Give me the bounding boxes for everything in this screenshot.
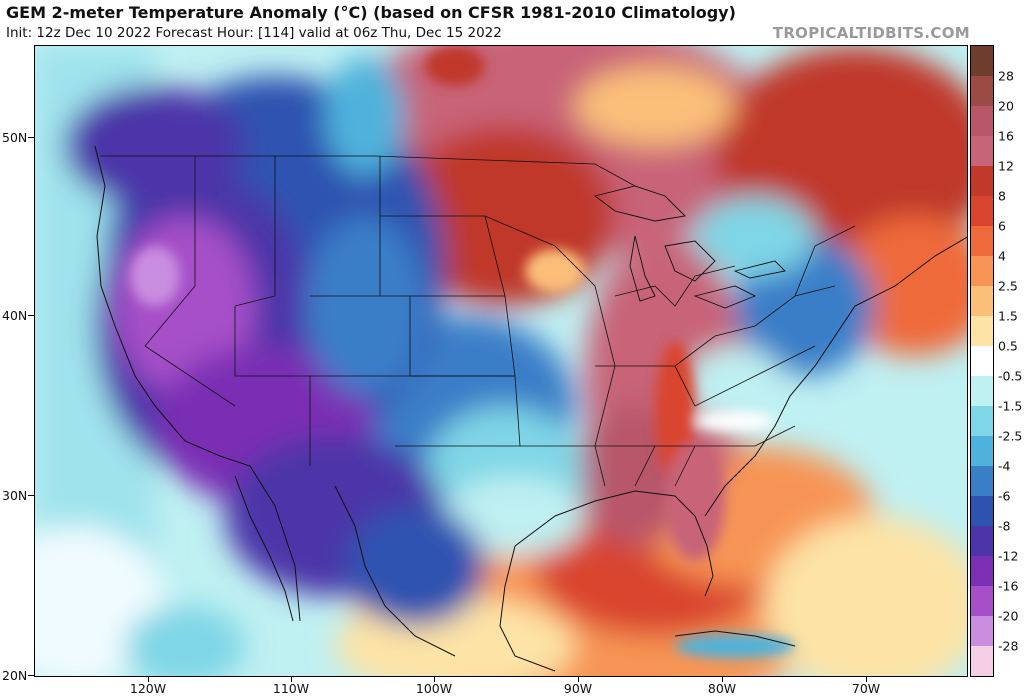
lon-label-100w: 100W [415,681,453,696]
colorbar-label: -12 [998,548,1019,564]
colorbar-swatch [971,646,993,676]
lon-tick-90w [578,677,579,682]
colorbar-swatch [971,316,993,347]
colorbar-swatch [971,376,993,407]
lon-tick-110w [291,677,292,682]
brand-watermark: TROPICALTIDBITS.COM [772,24,970,42]
colorbar-swatch [971,616,993,647]
colorbar-label: 1.5 [998,308,1018,324]
colorbar-label: 0.5 [998,338,1018,354]
colorbar-swatch [971,436,993,467]
colorbar-swatch [971,586,993,617]
colorbar-label: -20 [998,608,1019,624]
colorbar-swatch [971,256,993,287]
colorbar-swatch [971,526,993,557]
colorbar-label: 4 [998,248,1006,264]
lat-label-20n: 20N [2,668,28,683]
colorbar-label: 12 [998,158,1014,174]
colorbar-label: -0.5 [998,368,1023,384]
lat-tick-20n [28,675,34,676]
colorbar-label: -1.5 [998,398,1023,414]
colorbar-swatch [971,46,993,77]
lat-label-50n: 50N [2,130,28,145]
temperature-anomaly-map [34,45,968,677]
lon-tick-70w [866,677,867,682]
map-canvas [35,46,967,676]
lon-label-90w: 90W [563,681,593,696]
colorbar-swatch [971,136,993,167]
colorbar-swatch [971,76,993,107]
lat-tick-30n [28,495,34,496]
colorbar-swatch [971,346,993,377]
lon-label-70w: 70W [851,681,881,696]
colorbar-label: 20 [998,98,1014,114]
colorbar-swatch [971,406,993,437]
colorbar-swatch [971,466,993,497]
lon-label-110w: 110W [272,681,310,696]
lon-label-80w: 80W [707,681,737,696]
colorbar-swatch [971,226,993,257]
lon-tick-80w [722,677,723,682]
colorbar-swatch [971,166,993,197]
coastlines [94,145,967,672]
colorbar-label: 8 [998,188,1006,204]
lat-tick-50n [28,137,34,138]
colorbar-swatch [971,196,993,227]
colorbar-label: 6 [998,218,1006,234]
political-borders [100,155,856,487]
colorbar-label: 16 [998,128,1014,144]
colorbar-label: -6 [998,488,1011,504]
colorbar-label: -2.5 [998,428,1023,444]
lon-label-120w: 120W [129,681,167,696]
colorbar-swatch [971,496,993,527]
colorbar-label: 28 [998,68,1014,84]
lat-label-40n: 40N [2,308,28,323]
lat-tick-40n [28,315,34,316]
colorbar-label: -28 [998,638,1019,654]
colorbar-swatch [971,556,993,587]
lon-tick-100w [434,677,435,682]
map-subtitle: Init: 12z Dec 10 2022 Forecast Hour: [11… [6,25,502,41]
colorbar-label: 2.5 [998,278,1018,294]
colorbar-swatch [971,106,993,137]
colorbar-label: -8 [998,518,1011,534]
lon-tick-120w [148,677,149,682]
colorbar [970,45,994,677]
colorbar-swatch [971,286,993,317]
map-title: GEM 2-meter Temperature Anomaly (°C) (ba… [6,3,736,22]
colorbar-label: -16 [998,578,1019,594]
colorbar-label: -4 [998,458,1011,474]
lat-label-30n: 30N [2,488,28,503]
great-lakes [593,185,786,309]
